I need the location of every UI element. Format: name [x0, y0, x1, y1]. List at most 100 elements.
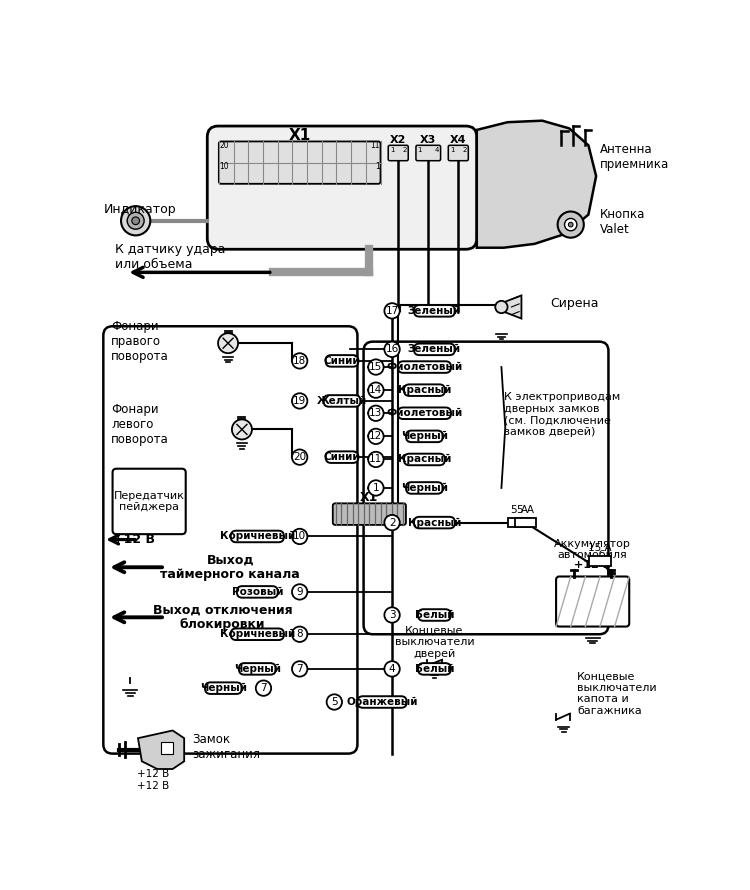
Text: Концевые
выключатели
капота и
багажника: Концевые выключатели капота и багажника	[577, 671, 656, 716]
Text: 1: 1	[390, 147, 394, 153]
FancyBboxPatch shape	[414, 344, 454, 355]
Text: 20: 20	[220, 141, 230, 150]
Text: Зеленый: Зеленый	[408, 306, 461, 316]
Circle shape	[557, 212, 584, 238]
Text: Фонари
левого
поворота: Фонари левого поворота	[111, 403, 169, 446]
Circle shape	[121, 206, 150, 235]
FancyBboxPatch shape	[358, 696, 407, 708]
Text: 11: 11	[370, 141, 380, 150]
Text: Черный: Черный	[401, 432, 448, 441]
Text: 11: 11	[369, 455, 382, 465]
Text: 10: 10	[220, 162, 230, 171]
Circle shape	[565, 218, 577, 231]
Text: 2: 2	[463, 147, 466, 153]
FancyBboxPatch shape	[398, 408, 451, 419]
Text: Розовый: Розовый	[232, 587, 283, 597]
Circle shape	[368, 429, 383, 444]
FancyBboxPatch shape	[205, 683, 242, 694]
Circle shape	[384, 342, 400, 357]
Text: 15: 15	[369, 362, 382, 372]
Text: 18: 18	[293, 356, 306, 366]
Circle shape	[232, 419, 252, 440]
Text: Аккумулятор
автомобиля: Аккумулятор автомобиля	[554, 538, 631, 561]
Text: Черный: Черный	[200, 684, 247, 693]
Circle shape	[327, 694, 342, 709]
Text: Красный: Красный	[408, 518, 461, 528]
Text: Зеленый: Зеленый	[408, 344, 461, 354]
Text: Фиолетовый: Фиолетовый	[386, 409, 463, 418]
FancyBboxPatch shape	[323, 395, 361, 407]
Circle shape	[384, 607, 400, 623]
Text: 7: 7	[296, 664, 303, 674]
FancyBboxPatch shape	[239, 663, 276, 675]
Text: Сирена: Сирена	[550, 296, 598, 310]
Text: 2: 2	[402, 147, 406, 153]
Text: Кнопка
Valet: Кнопка Valet	[600, 208, 645, 237]
Circle shape	[218, 333, 238, 353]
Circle shape	[292, 661, 308, 676]
Text: 19: 19	[293, 396, 306, 406]
FancyBboxPatch shape	[414, 305, 454, 317]
Text: 20: 20	[293, 452, 306, 462]
Text: 7: 7	[260, 684, 267, 693]
Text: 1: 1	[450, 147, 454, 153]
FancyBboxPatch shape	[406, 431, 442, 442]
Circle shape	[292, 627, 308, 642]
FancyBboxPatch shape	[326, 355, 358, 367]
Text: +12 В: +12 В	[137, 769, 170, 779]
Text: Коричневый: Коричневый	[220, 531, 295, 541]
Text: X2: X2	[390, 135, 406, 145]
Text: Выход отключения
блокировки: Выход отключения блокировки	[153, 603, 292, 631]
Circle shape	[384, 303, 400, 319]
Circle shape	[132, 217, 140, 224]
Circle shape	[384, 661, 400, 676]
FancyBboxPatch shape	[404, 384, 445, 396]
Text: 15 А: 15 А	[588, 544, 612, 554]
Text: Красный: Красный	[398, 385, 451, 395]
FancyBboxPatch shape	[388, 145, 408, 161]
Text: К датчику удара
или объема: К датчику удара или объема	[115, 243, 225, 271]
Text: 2: 2	[388, 518, 395, 528]
Circle shape	[368, 406, 383, 421]
Circle shape	[292, 353, 308, 368]
Text: Красный: Красный	[398, 455, 451, 465]
Text: Белый: Белый	[415, 610, 454, 620]
Polygon shape	[161, 742, 172, 754]
FancyBboxPatch shape	[231, 530, 284, 542]
Text: 8: 8	[296, 629, 303, 639]
Circle shape	[368, 383, 383, 398]
FancyBboxPatch shape	[231, 628, 284, 640]
Text: Индикатор: Индикатор	[104, 203, 176, 215]
Bar	[514, 518, 536, 527]
Text: 14: 14	[369, 385, 382, 395]
FancyBboxPatch shape	[364, 342, 608, 635]
Text: 5 А: 5 А	[517, 505, 534, 515]
FancyBboxPatch shape	[112, 469, 186, 534]
Circle shape	[292, 584, 308, 600]
Text: 1: 1	[418, 147, 422, 153]
Text: Синий: Синий	[324, 452, 360, 462]
Text: Фонари
правого
поворота: Фонари правого поворота	[111, 320, 169, 363]
Text: Белый: Белый	[415, 664, 454, 674]
Text: 3: 3	[388, 610, 395, 620]
Circle shape	[292, 529, 308, 544]
Text: Антенна
приемника: Антенна приемника	[600, 143, 669, 171]
FancyBboxPatch shape	[237, 587, 278, 598]
FancyBboxPatch shape	[556, 577, 629, 627]
Circle shape	[368, 360, 383, 375]
Text: X1: X1	[289, 128, 310, 142]
Text: Синий: Синий	[324, 356, 360, 366]
FancyBboxPatch shape	[104, 327, 358, 754]
Text: +12 В: +12 В	[112, 533, 154, 546]
Bar	[509, 518, 530, 527]
Circle shape	[292, 449, 308, 465]
FancyBboxPatch shape	[418, 610, 451, 621]
Text: Черный: Черный	[401, 483, 448, 493]
Text: X1: X1	[360, 490, 379, 504]
FancyBboxPatch shape	[333, 504, 406, 525]
Circle shape	[368, 452, 383, 467]
FancyBboxPatch shape	[416, 145, 440, 161]
FancyBboxPatch shape	[219, 142, 380, 184]
Circle shape	[568, 222, 573, 227]
Text: Фиолетовый: Фиолетовый	[386, 362, 463, 372]
